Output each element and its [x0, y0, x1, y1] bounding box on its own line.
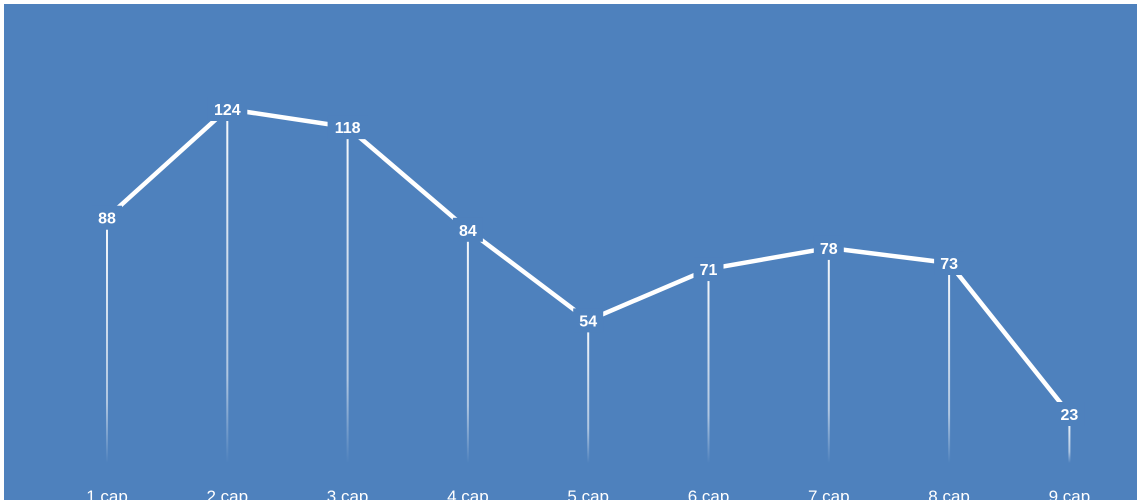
- data-label-background: [813, 235, 844, 260]
- drop-line: [226, 113, 229, 463]
- drop-line: [466, 233, 469, 463]
- data-label-background: [693, 257, 724, 282]
- data-label-background: [934, 251, 965, 276]
- data-label-background: [452, 217, 483, 242]
- series-line: [104, 106, 1072, 417]
- drop-line: [948, 267, 951, 463]
- line-segment: [465, 227, 591, 323]
- x-tick-label: 6 сар: [688, 487, 730, 500]
- data-label: 54: [579, 313, 597, 330]
- x-tick-label: 9 сар: [1049, 487, 1091, 500]
- x-tick-label: 3 сар: [327, 487, 369, 500]
- data-label-background: [573, 308, 604, 333]
- x-tick-label: 4 сар: [447, 487, 489, 500]
- data-label: 71: [700, 262, 718, 279]
- x-tick-label: 8 сар: [928, 487, 970, 500]
- line-segment: [946, 260, 1072, 417]
- data-label-background: [1054, 402, 1085, 426]
- data-label: 118: [335, 120, 361, 137]
- x-tick-label: 1 сар: [86, 487, 128, 500]
- line-segment: [826, 245, 952, 266]
- x-tick-label: 5 сар: [567, 487, 609, 500]
- line-segment: [706, 245, 832, 272]
- drop-line: [587, 324, 590, 463]
- drop-line: [346, 131, 349, 463]
- drop-line: [707, 273, 710, 463]
- drop-lines: [106, 113, 1071, 463]
- line-segment: [585, 266, 711, 323]
- drop-line: [827, 251, 830, 463]
- data-label: 23: [1061, 407, 1079, 424]
- data-label: 78: [820, 241, 838, 258]
- data-label: 84: [459, 223, 477, 240]
- x-tick-label: 7 сар: [808, 487, 850, 500]
- x-axis-tick-labels: 1 сар 2 сар 3 сар 4 сар 5 сар 6 сар 7 сар 8 сар…: [86, 487, 1090, 500]
- data-label-background: [92, 205, 122, 230]
- drop-line: [1068, 418, 1071, 463]
- data-label: 88: [98, 211, 116, 228]
- data-label: 124: [214, 102, 241, 119]
- data-labels: 88 124 118 84 54 71 78 73 23: [92, 97, 1085, 426]
- drop-line: [106, 221, 108, 463]
- line-segment: [345, 124, 471, 233]
- line-segment: [225, 106, 350, 130]
- data-label-background: [207, 97, 248, 121]
- data-label-background: [327, 115, 368, 140]
- line-segment: [104, 106, 230, 220]
- x-tick-label: 2 сар: [207, 487, 249, 500]
- data-label: 73: [940, 256, 958, 273]
